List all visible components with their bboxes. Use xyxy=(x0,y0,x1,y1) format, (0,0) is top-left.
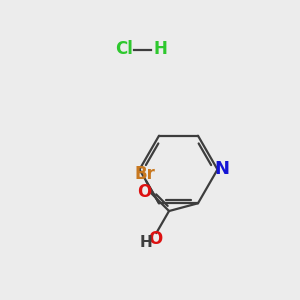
Text: O: O xyxy=(148,230,162,247)
Text: H: H xyxy=(154,40,167,58)
Text: N: N xyxy=(214,160,230,178)
Text: H: H xyxy=(140,235,153,250)
Text: Cl: Cl xyxy=(116,40,134,58)
Text: O: O xyxy=(137,182,152,200)
Text: Br: Br xyxy=(134,165,155,183)
